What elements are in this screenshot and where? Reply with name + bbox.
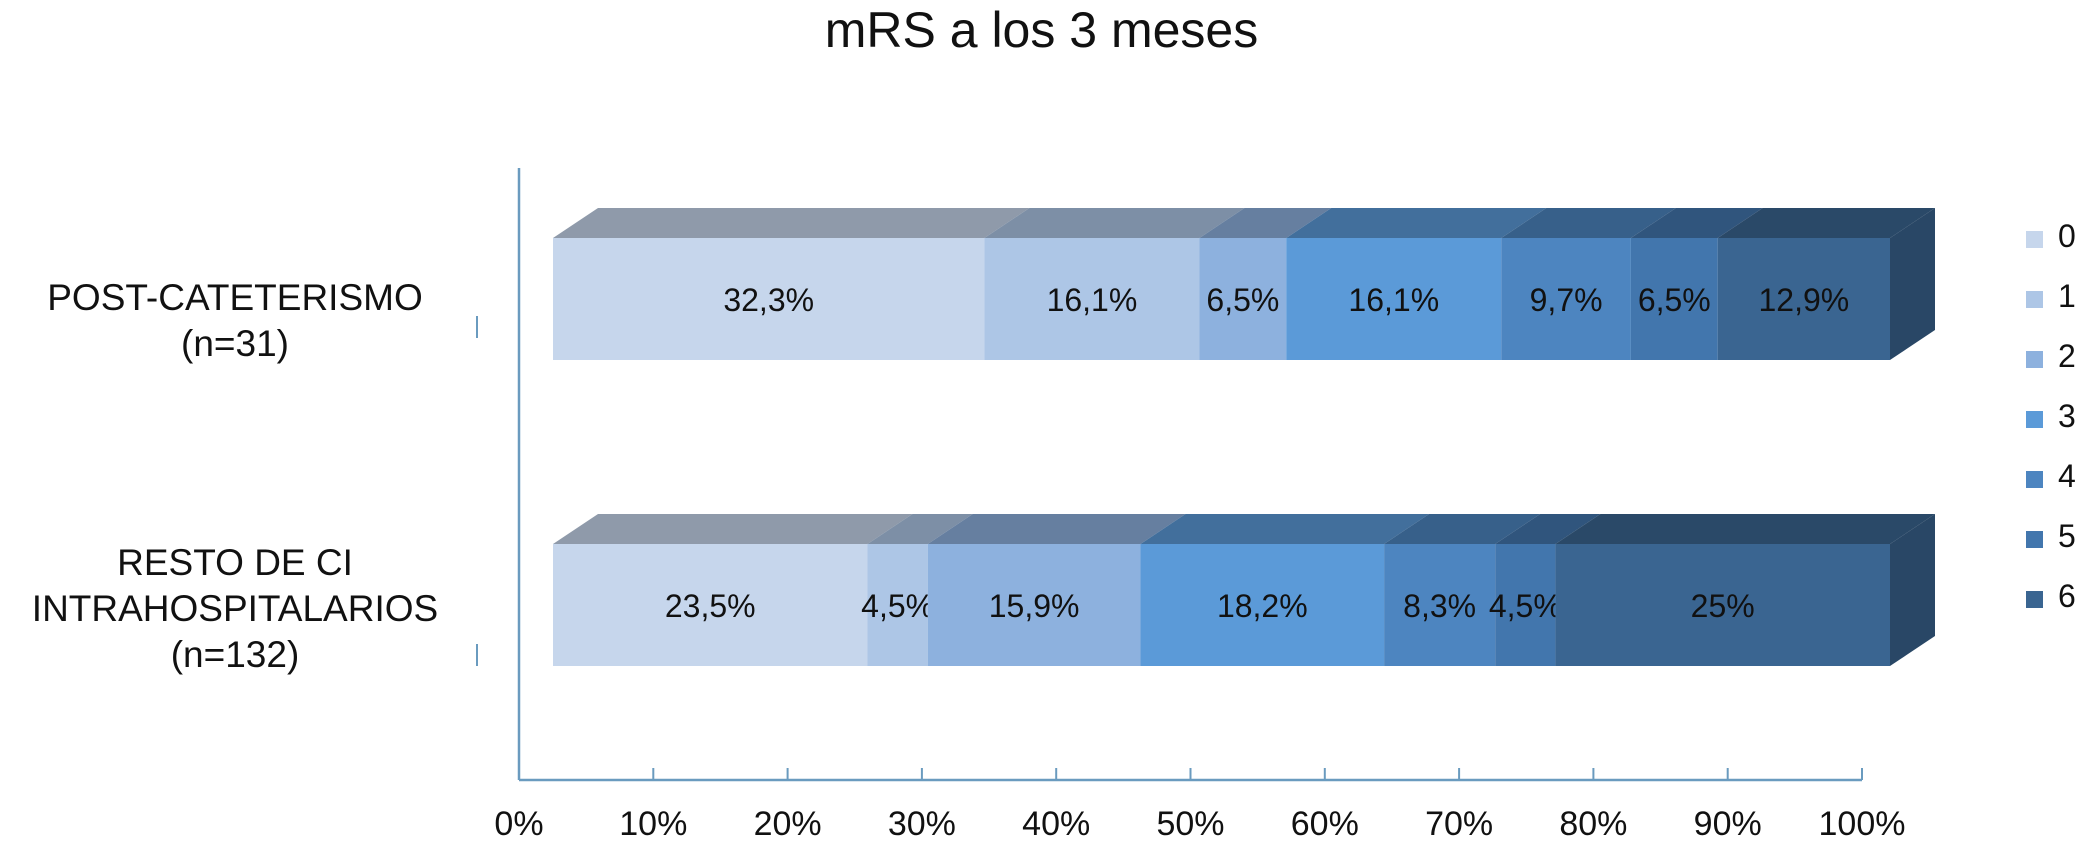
x-tick-label: 0%: [494, 805, 543, 841]
x-tick-label: 80%: [1559, 805, 1627, 841]
bar-segment: [1286, 238, 1502, 360]
legend-swatch: [2026, 471, 2043, 488]
data-label: 6,5%: [1638, 282, 1711, 318]
legend-item: 1: [2023, 278, 2083, 314]
bar-segment: [553, 544, 868, 666]
x-tick-label: 40%: [1022, 805, 1090, 841]
x-tick-label: 10%: [619, 805, 687, 841]
legend-swatch: [2026, 411, 2043, 428]
data-label: 4,5%: [1489, 588, 1562, 624]
x-tick-label: 30%: [888, 805, 956, 841]
legend-swatch: [2026, 291, 2043, 308]
bar-segment: [867, 544, 928, 666]
x-tick-label: 100%: [1819, 805, 1906, 841]
x-tick-label: 20%: [754, 805, 822, 841]
category-label: POST-CATETERISMO (n=31): [0, 275, 470, 367]
legend-item: 4: [2023, 458, 2083, 494]
legend-item: 3: [2023, 398, 2083, 434]
data-label: 4,5%: [861, 588, 934, 624]
bar-segment-top: [1199, 208, 1332, 238]
x-tick-label: 90%: [1694, 805, 1762, 841]
bar-segment-top: [1384, 514, 1541, 544]
legend-label: 3: [2058, 398, 2076, 434]
x-tick-label: 50%: [1156, 805, 1224, 841]
legend-label: 0: [2058, 218, 2076, 254]
data-label: 25%: [1691, 588, 1755, 624]
category-label-line: (n=132): [170, 634, 300, 675]
data-label: 18,2%: [1217, 588, 1308, 624]
bar-segment-top: [1501, 208, 1676, 238]
data-label: 8,3%: [1403, 588, 1476, 624]
legend-swatch: [2026, 531, 2043, 548]
bar-segment-side: [1890, 514, 1935, 666]
x-tick-label: 70%: [1425, 805, 1493, 841]
legend-label: 1: [2058, 278, 2076, 314]
category-label: RESTO DE CI INTRAHOSPITALARIOS (n=132): [0, 540, 470, 678]
bar-segment-top: [984, 208, 1245, 238]
data-label: 12,9%: [1758, 282, 1849, 318]
bar-segment-side: [1890, 208, 1935, 360]
bar-segment: [1501, 238, 1631, 360]
legend-label: 4: [2058, 458, 2076, 494]
category-label-line: (n=31): [181, 323, 289, 364]
bar-segment-top: [867, 514, 973, 544]
category-label-line: POST-CATETERISMO: [47, 277, 423, 318]
x-tick-label: 60%: [1291, 805, 1359, 841]
bar-segment-top: [1630, 208, 1763, 238]
legend-item: 5: [2023, 518, 2083, 554]
bar-segment-top: [553, 208, 1030, 238]
bar-segment-top: [1555, 514, 1935, 544]
data-label: 16,1%: [1348, 282, 1439, 318]
data-label: 15,9%: [989, 588, 1080, 624]
bar-segment: [1630, 238, 1718, 360]
bar-segment-top: [553, 514, 913, 544]
category-label-line: RESTO DE CI: [117, 542, 353, 583]
bar-segment: [984, 238, 1200, 360]
legend-item: 0: [2023, 218, 2083, 254]
legend-item: 2: [2023, 338, 2083, 374]
chart-title: mRS a los 3 meses: [824, 2, 1259, 58]
legend-label: 6: [2058, 578, 2076, 614]
legend-swatch: [2026, 591, 2043, 608]
bar-segment: [1384, 544, 1496, 666]
legend-swatch: [2026, 351, 2043, 368]
data-label: 23,5%: [665, 588, 756, 624]
legend-label: 2: [2058, 338, 2076, 374]
bar-segment: [1495, 544, 1556, 666]
bar-segment-top: [1140, 514, 1430, 544]
bar-segment-top: [1286, 208, 1547, 238]
category-label-line: INTRAHOSPITALARIOS: [31, 588, 439, 629]
legend-swatch: [2026, 231, 2043, 248]
data-label: 6,5%: [1206, 282, 1279, 318]
bar-segment: [553, 238, 985, 360]
legend-label: 5: [2058, 518, 2076, 554]
bar-segment-top: [927, 514, 1186, 544]
bar-segment: [1140, 544, 1385, 666]
data-label: 16,1%: [1047, 282, 1138, 318]
bar-segment: [1555, 544, 1890, 666]
legend-item: 6: [2023, 578, 2083, 614]
data-label: 9,7%: [1530, 282, 1603, 318]
bar-segment: [1717, 238, 1890, 360]
bar-segment-top: [1495, 514, 1601, 544]
bar-segment: [927, 544, 1141, 666]
data-label: 32,3%: [723, 282, 814, 318]
bar-segment-top: [1717, 208, 1935, 238]
bar-segment: [1199, 238, 1287, 360]
